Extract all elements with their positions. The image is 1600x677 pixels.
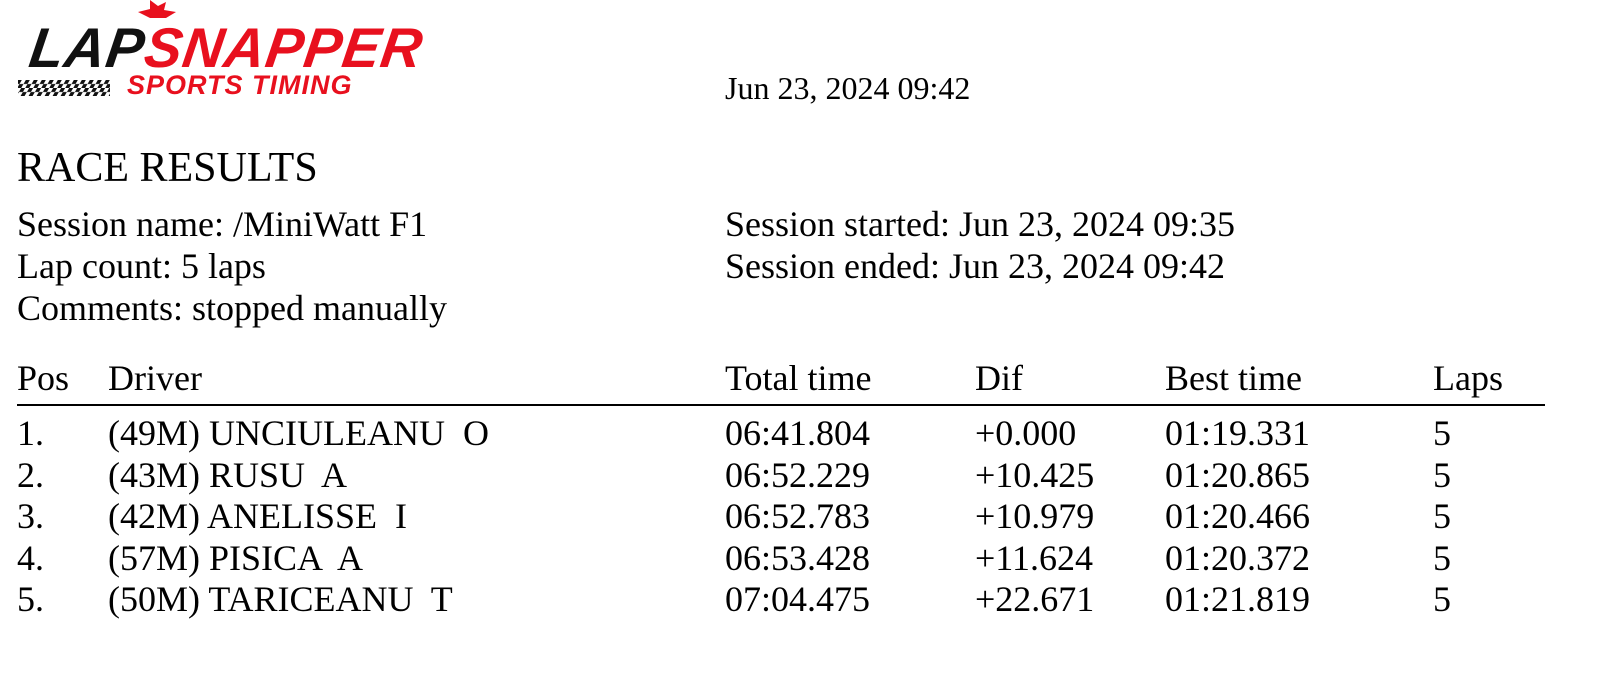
header-rule bbox=[17, 404, 1545, 406]
table-cell: 3. bbox=[17, 496, 44, 536]
table-cell: 2. bbox=[17, 454, 44, 495]
maple-leaf bbox=[138, 0, 176, 18]
table-cell: 4. bbox=[17, 537, 44, 578]
table-cell: 01:19.331 bbox=[1165, 413, 1311, 453]
table-cell: 1. bbox=[17, 413, 44, 453]
printed-date: Jun 23, 2024 09:42 bbox=[725, 70, 971, 106]
table-cell: (49M) UNCIULEANU O bbox=[108, 413, 489, 453]
session-ended: Session ended: Jun 23, 2024 09:42 bbox=[725, 246, 1225, 286]
table-cell: 06:53.428 bbox=[725, 537, 871, 578]
logo-graphics bbox=[18, 0, 176, 96]
session-name: Session name: /MiniWatt F1 bbox=[17, 204, 428, 244]
table-cell: 5 bbox=[1433, 454, 1451, 495]
table-cell: 01:20.466 bbox=[1165, 496, 1311, 536]
table-cell: +22.671 bbox=[975, 579, 1095, 619]
logo-tagline: SPORTS TIMING bbox=[127, 70, 353, 100]
column-header: Pos bbox=[17, 358, 70, 398]
table-cell: 01:21.819 bbox=[1165, 579, 1311, 619]
comments: Comments: stopped manually bbox=[17, 288, 447, 328]
table-cell: 01:20.865 bbox=[1165, 454, 1311, 495]
table-cell: +0.000 bbox=[975, 413, 1077, 453]
table-cell: +10.425 bbox=[975, 454, 1095, 495]
table-cell: (43M) RUSU A bbox=[108, 454, 348, 495]
table-cell: 5 bbox=[1433, 413, 1451, 453]
logo-name: LAPSNAPPER bbox=[26, 16, 428, 79]
table-cell: +11.624 bbox=[975, 537, 1093, 578]
checkered-flag bbox=[18, 80, 110, 96]
lap-count: Lap count: 5 laps bbox=[17, 246, 266, 286]
report-title: RACE RESULTS bbox=[17, 145, 318, 191]
table-cell: 5 bbox=[1433, 579, 1451, 619]
session-started: Session started: Jun 23, 2024 09:35 bbox=[725, 204, 1235, 244]
table-cell: 06:41.804 bbox=[725, 413, 871, 453]
table-cell: 5. bbox=[17, 579, 44, 619]
column-header: Total time bbox=[725, 358, 872, 398]
column-header: Driver bbox=[108, 358, 202, 398]
table-cell: 06:52.229 bbox=[725, 454, 871, 495]
table-cell: +10.979 bbox=[975, 496, 1095, 536]
table-cell: 01:20.372 bbox=[1165, 537, 1311, 578]
table-cell: 06:52.783 bbox=[725, 496, 871, 536]
table-cell: (50M) TARICEANU T bbox=[108, 579, 453, 619]
column-header: Best time bbox=[1165, 358, 1302, 398]
table-cell: 5 bbox=[1433, 496, 1451, 536]
table-cell: (42M) ANELISSE I bbox=[108, 496, 407, 536]
table-cell: (57M) PISICA A bbox=[108, 537, 364, 578]
column-header: Dif bbox=[975, 358, 1023, 398]
table-cell: 5 bbox=[1433, 537, 1451, 578]
column-header: Laps bbox=[1433, 358, 1503, 398]
table-cell: 07:04.475 bbox=[725, 579, 871, 619]
